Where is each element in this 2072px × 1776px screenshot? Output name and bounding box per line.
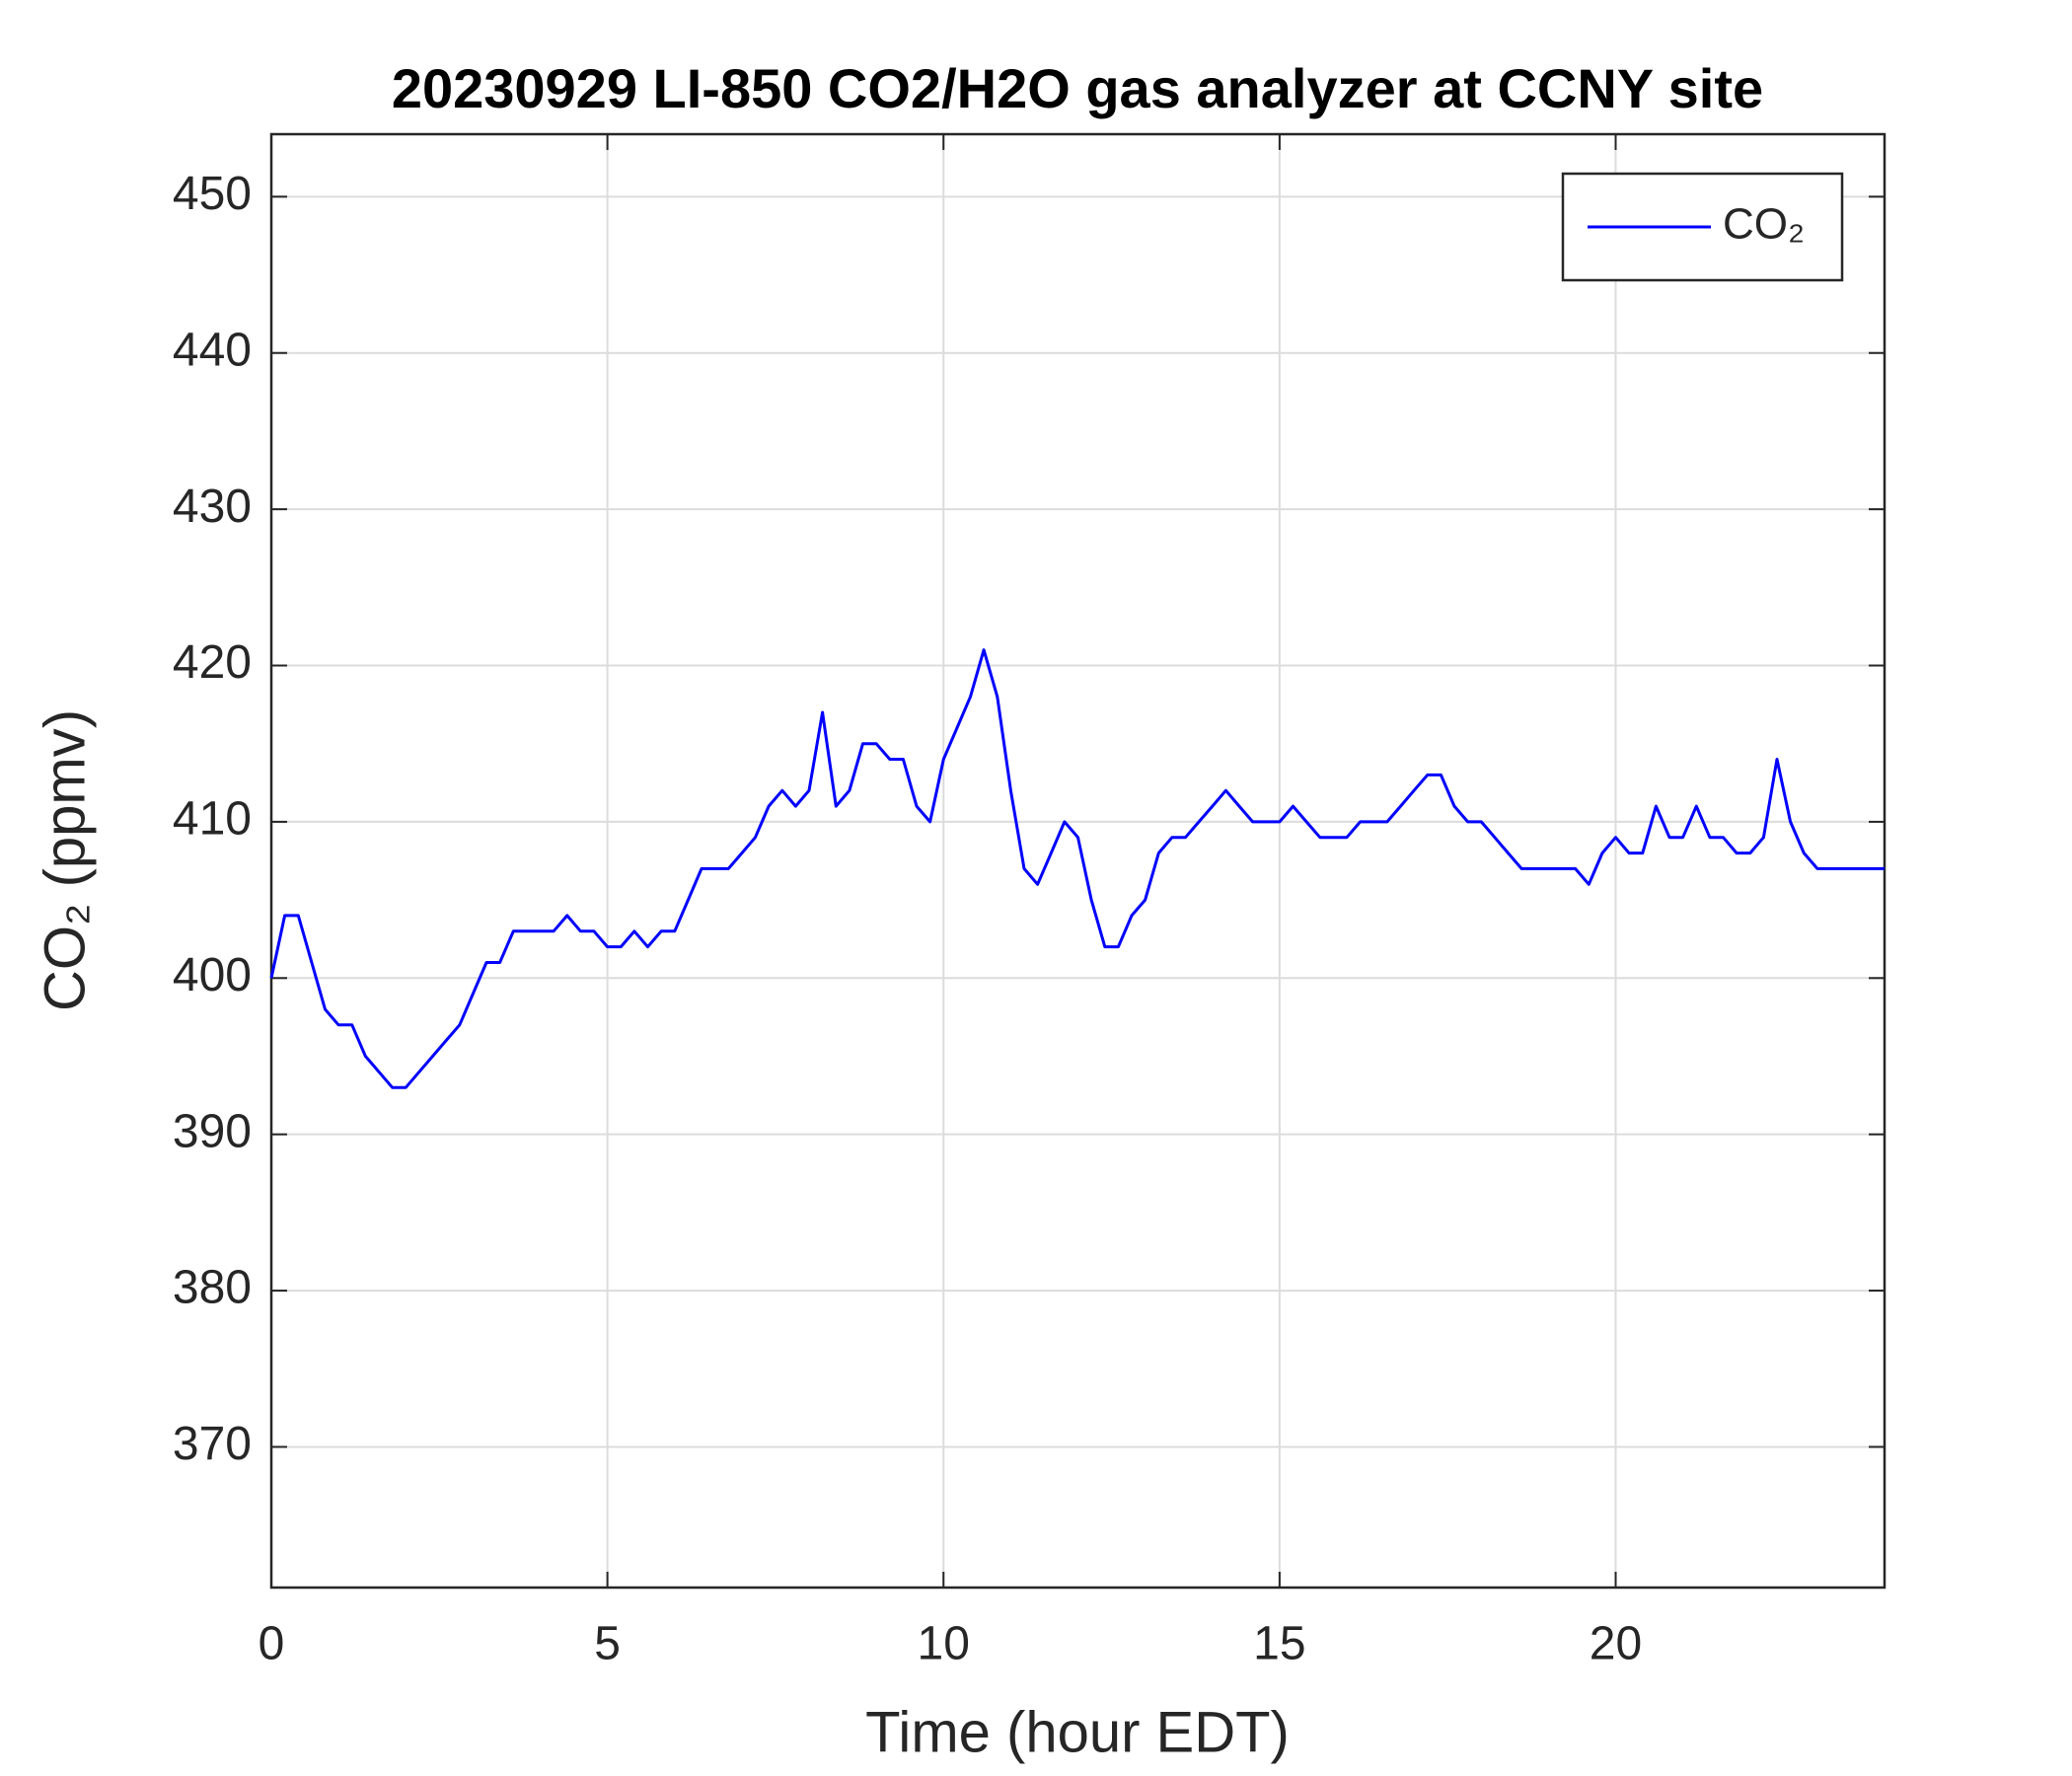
x-tick-label: 15 (1253, 1618, 1305, 1670)
line-series (269, 648, 1885, 1089)
x-tick-label: 0 (259, 1618, 285, 1670)
x-axis-label: Time (hour EDT) (865, 1700, 1290, 1764)
x-tick-label: 10 (918, 1618, 970, 1670)
plot-frame (269, 132, 1887, 1590)
y-tick-label: 420 (173, 636, 252, 689)
y-tick-label: 400 (173, 949, 252, 1001)
x-tick-label: 5 (594, 1618, 621, 1670)
x-tick-label: 20 (1590, 1618, 1642, 1670)
y-tick-label: 450 (173, 168, 252, 220)
y-tick-label: 390 (173, 1105, 252, 1157)
y-tick-label: 440 (173, 324, 252, 376)
chart-title: 20230929 LI-850 CO2/H2O gas analyzer at … (392, 57, 1763, 119)
y-tick-label: 370 (173, 1418, 252, 1470)
y-axis-label: CO₂ (ppmv) (33, 709, 97, 1011)
y-tick-label: 430 (173, 481, 252, 533)
y-tick-label: 410 (173, 793, 252, 846)
legend-label: CO₂ (1723, 200, 1805, 249)
y-tick-label: 380 (173, 1262, 252, 1314)
